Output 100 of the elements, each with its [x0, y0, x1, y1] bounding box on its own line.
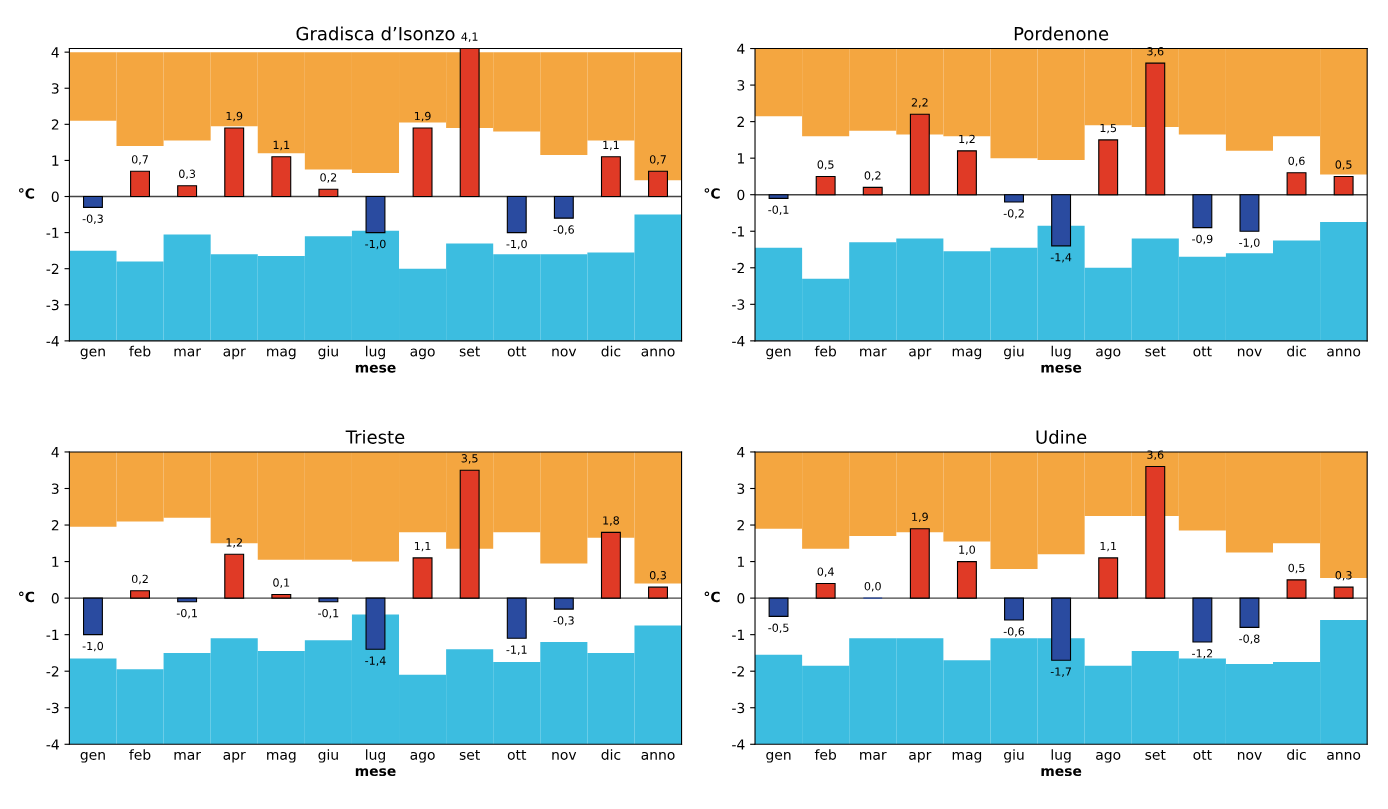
bar — [1051, 597, 1072, 661]
x-tick-label: mag — [267, 751, 296, 763]
x-tick-label: giu — [1004, 749, 1024, 763]
bar — [1145, 466, 1166, 599]
chart-title: Pordenone — [1014, 26, 1109, 41]
bar — [412, 127, 433, 198]
data-label: -0,6 — [553, 225, 574, 235]
x-tick-label: nov — [1237, 751, 1262, 760]
bar — [648, 170, 668, 198]
y-tick-label: -3 — [732, 299, 745, 310]
bar — [553, 195, 574, 219]
data-label: -1,4 — [365, 656, 386, 666]
bar — [271, 593, 292, 599]
data-label: 0,5 — [1335, 160, 1352, 170]
bar — [365, 195, 386, 234]
y-tick-label: -3 — [46, 299, 59, 311]
y-tick-label: 0 — [51, 593, 59, 604]
data-label: 1,9 — [226, 111, 243, 122]
bar — [1145, 62, 1166, 196]
x-axis-title: mese — [355, 768, 396, 777]
y-axis-title: °C — [19, 188, 35, 199]
y-tick-label: 0 — [51, 191, 59, 202]
x-tick-label: anno — [641, 348, 675, 357]
y-tick-label: 1 — [737, 153, 745, 164]
bar — [318, 188, 339, 198]
x-tick-label: ago — [1096, 348, 1121, 360]
x-tick-label: ott — [1193, 346, 1212, 357]
data-label: 0,2 — [131, 574, 148, 585]
x-tick-label: ago — [410, 348, 435, 360]
data-label: -1,1 — [506, 645, 527, 655]
bar — [506, 597, 527, 639]
y-tick-label: 1 — [737, 556, 745, 567]
bar — [459, 469, 480, 599]
data-label: -0,1 — [318, 608, 339, 619]
bar — [956, 150, 977, 196]
x-tick-label: giu — [1004, 345, 1024, 360]
x-tick-label: giu — [318, 749, 338, 763]
x-tick-label: nov — [1237, 348, 1262, 357]
y-tick-label: -1 — [46, 629, 59, 640]
data-label: 3,6 — [1147, 47, 1164, 57]
y-tick-label: -2 — [732, 666, 744, 677]
bar — [1239, 194, 1260, 232]
x-tick-label: set — [1145, 749, 1166, 760]
data-label: -0,3 — [553, 616, 574, 626]
x-tick-label: mag — [952, 348, 982, 360]
bar — [1286, 579, 1307, 599]
x-axis-title: mese — [1041, 768, 1082, 777]
x-tick-label: gen — [80, 348, 105, 360]
bar — [1192, 597, 1213, 643]
data-label: -0,9 — [1192, 234, 1213, 245]
bar — [1286, 172, 1307, 196]
bar — [82, 597, 103, 636]
x-tick-label: dic — [601, 345, 621, 357]
y-axis-title: °C — [704, 591, 720, 603]
bar — [815, 582, 836, 599]
y-tick-label: 2 — [51, 520, 59, 531]
bar — [130, 590, 151, 599]
data-label: 0,2 — [320, 173, 337, 183]
bar — [130, 170, 151, 198]
y-tick-label: -2 — [732, 262, 744, 274]
y-tick-label: 1 — [52, 155, 59, 166]
data-label: 1,1 — [1100, 541, 1116, 552]
bar — [1098, 557, 1119, 599]
bar — [412, 557, 433, 599]
data-label: -1,4 — [1050, 253, 1072, 263]
bar — [909, 113, 930, 196]
data-label: 0,0 — [864, 582, 881, 592]
x-tick-label: dic — [1287, 345, 1306, 357]
y-tick-label: -4 — [46, 336, 59, 347]
data-label: -0,3 — [82, 214, 103, 225]
data-label: -1,0 — [1239, 238, 1260, 248]
y-tick-label: -1 — [46, 227, 59, 238]
data-label: 1,9 — [414, 111, 431, 122]
bar — [553, 597, 574, 610]
bar — [459, 48, 480, 198]
bar — [815, 175, 836, 196]
bar — [862, 186, 883, 196]
x-tick-label: giu — [318, 345, 338, 360]
x-tick-label: feb — [814, 749, 837, 760]
y-tick-label: 4 — [737, 43, 745, 54]
x-tick-label: ago — [1096, 751, 1121, 763]
y-tick-label: 2 — [737, 116, 744, 127]
y-tick-label: 3 — [737, 483, 745, 494]
x-tick-label: feb — [129, 749, 151, 760]
bar — [1239, 597, 1260, 628]
data-label: -0,6 — [1003, 627, 1025, 637]
data-label: 1,1 — [273, 140, 290, 151]
data-label: 0,5 — [817, 160, 834, 170]
x-tick-label: mag — [267, 348, 296, 360]
data-label: 1,9 — [912, 512, 928, 523]
bar — [82, 195, 103, 208]
bar — [1333, 586, 1354, 599]
data-label: -1,0 — [82, 641, 104, 652]
data-label: -0,8 — [1239, 634, 1260, 645]
bar — [224, 127, 245, 198]
data-label: -0,5 — [768, 623, 789, 634]
data-label: 0,4 — [817, 567, 834, 577]
data-label: 0,3 — [179, 169, 196, 180]
data-label: 0,5 — [1288, 563, 1305, 574]
y-tick-label: -4 — [732, 739, 745, 750]
